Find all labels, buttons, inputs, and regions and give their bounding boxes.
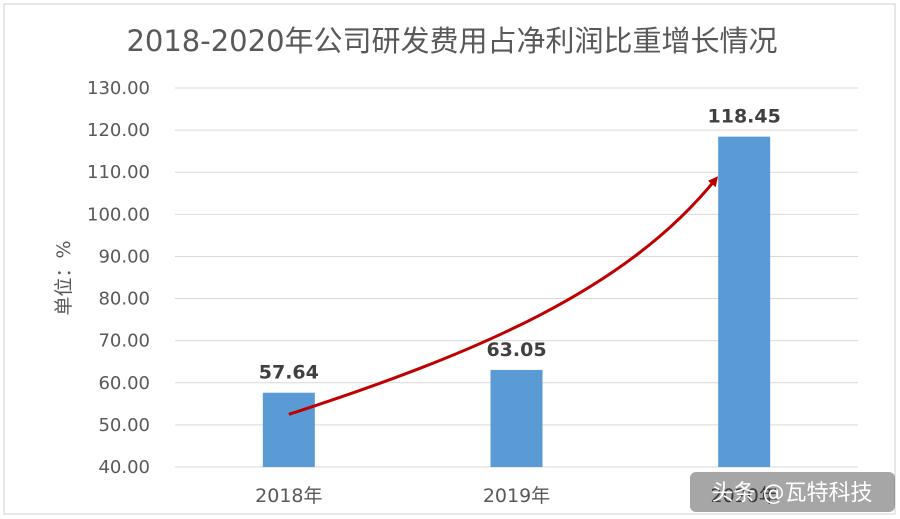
watermark: 头条 @瓦特科技 <box>690 472 895 512</box>
bar <box>262 392 315 467</box>
bars <box>262 136 771 467</box>
y-tick-label: 130.00 <box>87 78 150 99</box>
bar <box>718 136 771 467</box>
trend-arrow <box>288 176 719 416</box>
data-label: 118.45 <box>708 106 781 128</box>
watermark-text: 头条 @瓦特科技 <box>712 481 873 506</box>
chart-title: 2018-2020年公司研发费用占净利润比重增长情况 <box>126 24 777 58</box>
category-label: 2019年 <box>483 485 550 507</box>
y-tick-label: 100.00 <box>87 204 150 225</box>
data-label: 63.05 <box>486 339 546 361</box>
chart-frame <box>3 3 896 515</box>
y-tick-label: 80.00 <box>98 289 150 310</box>
y-tick-label: 110.00 <box>87 162 150 183</box>
category-label: 2018年 <box>255 485 322 507</box>
y-axis-label: 单位：% <box>53 240 75 315</box>
y-tick-label: 40.00 <box>98 457 150 478</box>
data-labels: 57.64 63.05 118.45 <box>259 106 781 384</box>
bar <box>490 369 543 467</box>
category-label: 2020年 <box>710 485 777 507</box>
y-tick-label: 50.00 <box>98 415 150 436</box>
data-label: 57.64 <box>259 362 319 384</box>
y-tick-label: 70.00 <box>98 331 150 352</box>
y-tick-labels: 40.00 50.00 60.00 70.00 80.00 90.00 100.00 110.… <box>87 78 150 478</box>
watermark-background <box>690 472 895 512</box>
y-tick-label: 60.00 <box>98 373 150 394</box>
category-labels: 2018年 2019年 2020年 <box>255 485 778 507</box>
y-tick-label: 90.00 <box>98 246 150 267</box>
y-tick-label: 120.00 <box>87 120 150 141</box>
